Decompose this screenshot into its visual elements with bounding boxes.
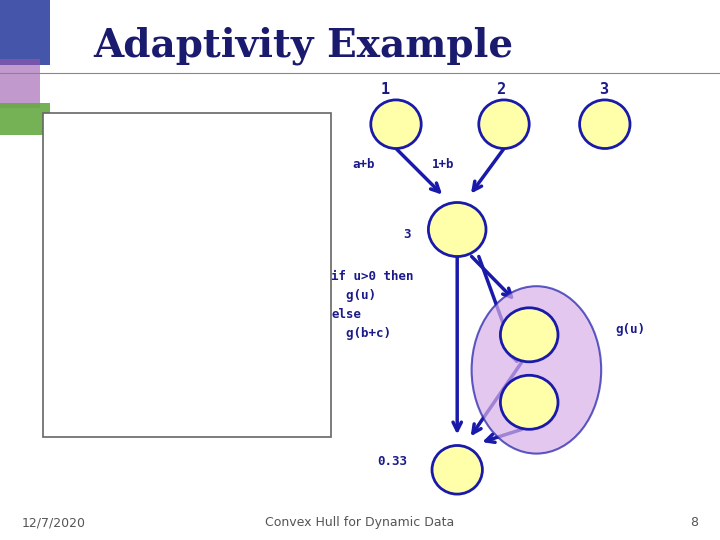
Text: a+b: a+b — [352, 158, 375, 171]
Text: 8: 8 — [690, 516, 698, 529]
Ellipse shape — [580, 100, 630, 149]
Text: u: u — [452, 220, 462, 239]
Ellipse shape — [428, 202, 486, 256]
Ellipse shape — [500, 308, 558, 362]
FancyBboxPatch shape — [43, 113, 331, 437]
Text: 1+b: 1+b — [431, 158, 454, 171]
Ellipse shape — [479, 100, 529, 149]
Text: 1: 1 — [381, 82, 390, 97]
Text: if u>0 then
  g(u)
else
  g(b+c): if u>0 then g(u) else g(b+c) — [331, 270, 414, 340]
Text: 3: 3 — [599, 82, 608, 97]
Ellipse shape — [371, 100, 421, 149]
Text: fun f (a,b,c) =
let
  u = a+b
in
  if (u > 0) then
    g(u)
  else
    g(b+c)
en: fun f (a,b,c) = let u = a+b in if (u > 0… — [65, 140, 201, 306]
Ellipse shape — [472, 286, 601, 454]
Ellipse shape — [432, 446, 482, 494]
FancyBboxPatch shape — [0, 59, 40, 108]
Text: c: c — [600, 115, 610, 133]
Text: b: b — [499, 115, 509, 133]
Text: 12/7/2020: 12/7/2020 — [22, 516, 86, 529]
FancyBboxPatch shape — [0, 103, 50, 135]
FancyBboxPatch shape — [0, 0, 50, 65]
Text: g(u): g(u) — [616, 323, 646, 336]
Text: Adaptivity Example: Adaptivity Example — [94, 26, 514, 65]
Text: 3: 3 — [403, 228, 410, 241]
Text: 2: 2 — [496, 82, 505, 97]
Text: a: a — [391, 115, 401, 133]
Text: 0.33: 0.33 — [377, 455, 407, 468]
Text: r: r — [452, 461, 462, 479]
Ellipse shape — [500, 375, 558, 429]
Text: Convex Hull for Dynamic Data: Convex Hull for Dynamic Data — [266, 516, 454, 529]
